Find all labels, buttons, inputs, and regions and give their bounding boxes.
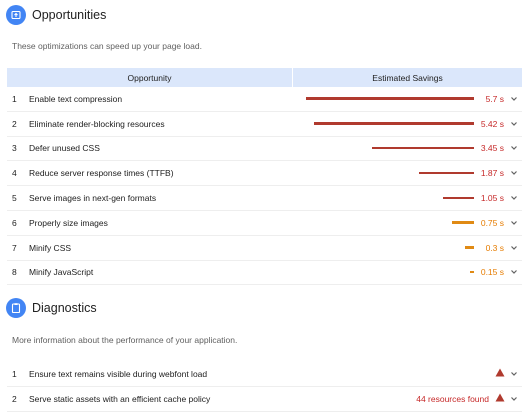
savings-bar — [451, 221, 474, 224]
row-index: 8 — [12, 267, 17, 278]
opportunity-title: Properly size images — [29, 217, 108, 228]
row-index: 6 — [12, 217, 17, 228]
warning-triangle-icon — [495, 368, 505, 377]
opportunity-row[interactable]: 8 Minify JavaScript 0.15 s — [7, 261, 522, 286]
row-index: 1 — [12, 93, 17, 104]
savings-bar — [443, 196, 474, 200]
diagnostics-title: Diagnostics — [32, 301, 97, 315]
diagnostic-title: Serve static assets with an efficient ca… — [29, 393, 211, 404]
chevron-down-icon[interactable] — [509, 243, 519, 253]
row-index: 7 — [12, 242, 17, 253]
chevron-down-icon[interactable] — [509, 369, 519, 379]
opportunities-header: Opportunities — [6, 5, 106, 25]
savings-value: 3.45 s — [480, 143, 504, 154]
opportunity-row[interactable]: 6 Properly size images 0.75 s — [7, 211, 522, 236]
opportunity-row[interactable]: 1 Enable text compression 5.7 s — [7, 87, 522, 112]
opportunity-title: Defer unused CSS — [29, 143, 100, 154]
row-index: 4 — [12, 168, 17, 179]
savings-bar — [314, 122, 474, 125]
diagnostics-description: More information about the performance o… — [12, 335, 238, 345]
chevron-down-icon[interactable] — [509, 143, 519, 153]
opportunities-description: These optimizations can speed up your pa… — [12, 41, 202, 51]
clipboard-icon — [6, 298, 26, 318]
opportunities-list: 1 Enable text compression 5.7 s 2 Eliminate … — [7, 87, 522, 286]
row-index: 3 — [12, 143, 17, 154]
savings-bar — [306, 97, 474, 100]
diagnostic-row[interactable]: 1 Ensure text remains visible during webf… — [7, 362, 522, 387]
opportunities-table-header: Opportunity Estimated Savings — [7, 68, 522, 87]
savings-value: 5.7 s — [485, 93, 504, 104]
opportunity-row[interactable]: 7 Minify CSS 0.3 s — [7, 236, 522, 261]
column-header-estimated-savings: Estimated Savings — [372, 72, 443, 83]
diagnostics-header: Diagnostics — [6, 298, 97, 318]
chevron-down-icon[interactable] — [509, 119, 519, 129]
opportunity-title: Minify CSS — [29, 242, 72, 253]
savings-bar — [465, 246, 474, 249]
diagnostic-row[interactable]: 2 Serve static assets with an efficient c… — [7, 387, 522, 412]
savings-bar — [372, 146, 474, 150]
chevron-down-icon[interactable] — [509, 94, 519, 104]
row-index: 2 — [12, 393, 17, 404]
opportunity-row[interactable]: 3 Defer unused CSS 3.45 s — [7, 137, 522, 162]
diagnostics-list: 1 Ensure text remains visible during webf… — [7, 362, 522, 412]
diagnostic-title: Ensure text remains visible during webfo… — [29, 368, 208, 379]
savings-value: 0.3 s — [485, 242, 504, 253]
savings-value: 0.15 s — [480, 267, 504, 278]
opportunities-icon — [6, 5, 26, 25]
chevron-down-icon[interactable] — [509, 193, 519, 203]
chevron-down-icon[interactable] — [509, 394, 519, 404]
row-index: 5 — [12, 193, 17, 204]
opportunities-title: Opportunities — [32, 8, 107, 22]
opportunity-title: Reduce server response times (TTFB) — [29, 168, 174, 179]
chevron-down-icon[interactable] — [509, 267, 519, 277]
opportunity-title: Minify JavaScript — [29, 267, 94, 278]
column-header-opportunity: Opportunity — [127, 72, 172, 83]
warning-triangle-icon — [495, 393, 505, 402]
row-index: 1 — [12, 368, 17, 379]
chevron-down-icon[interactable] — [509, 218, 519, 228]
savings-value: 0.75 s — [480, 217, 504, 228]
chevron-down-icon[interactable] — [509, 168, 519, 178]
savings-value: 1.87 s — [480, 168, 504, 179]
opportunity-title: Serve images in next-gen formats — [29, 193, 157, 204]
opportunity-row[interactable]: 4 Reduce server response times (TTFB) 1.87… — [7, 161, 522, 187]
savings-value: 5.42 s — [480, 118, 504, 129]
row-index: 2 — [12, 118, 17, 129]
savings-bar — [469, 270, 474, 274]
savings-value: 1.05 s — [480, 193, 504, 204]
opportunity-title: Eliminate render-blocking resources — [29, 118, 165, 129]
opportunity-title: Enable text compression — [29, 93, 123, 104]
opportunity-row[interactable]: 2 Eliminate render-blocking resources 5.42… — [7, 112, 522, 137]
diagnostic-value: 44 resources found — [416, 393, 489, 404]
savings-bar — [418, 171, 474, 175]
opportunity-row[interactable]: 5 Serve images in next-gen formats 1.05 s — [7, 186, 522, 211]
